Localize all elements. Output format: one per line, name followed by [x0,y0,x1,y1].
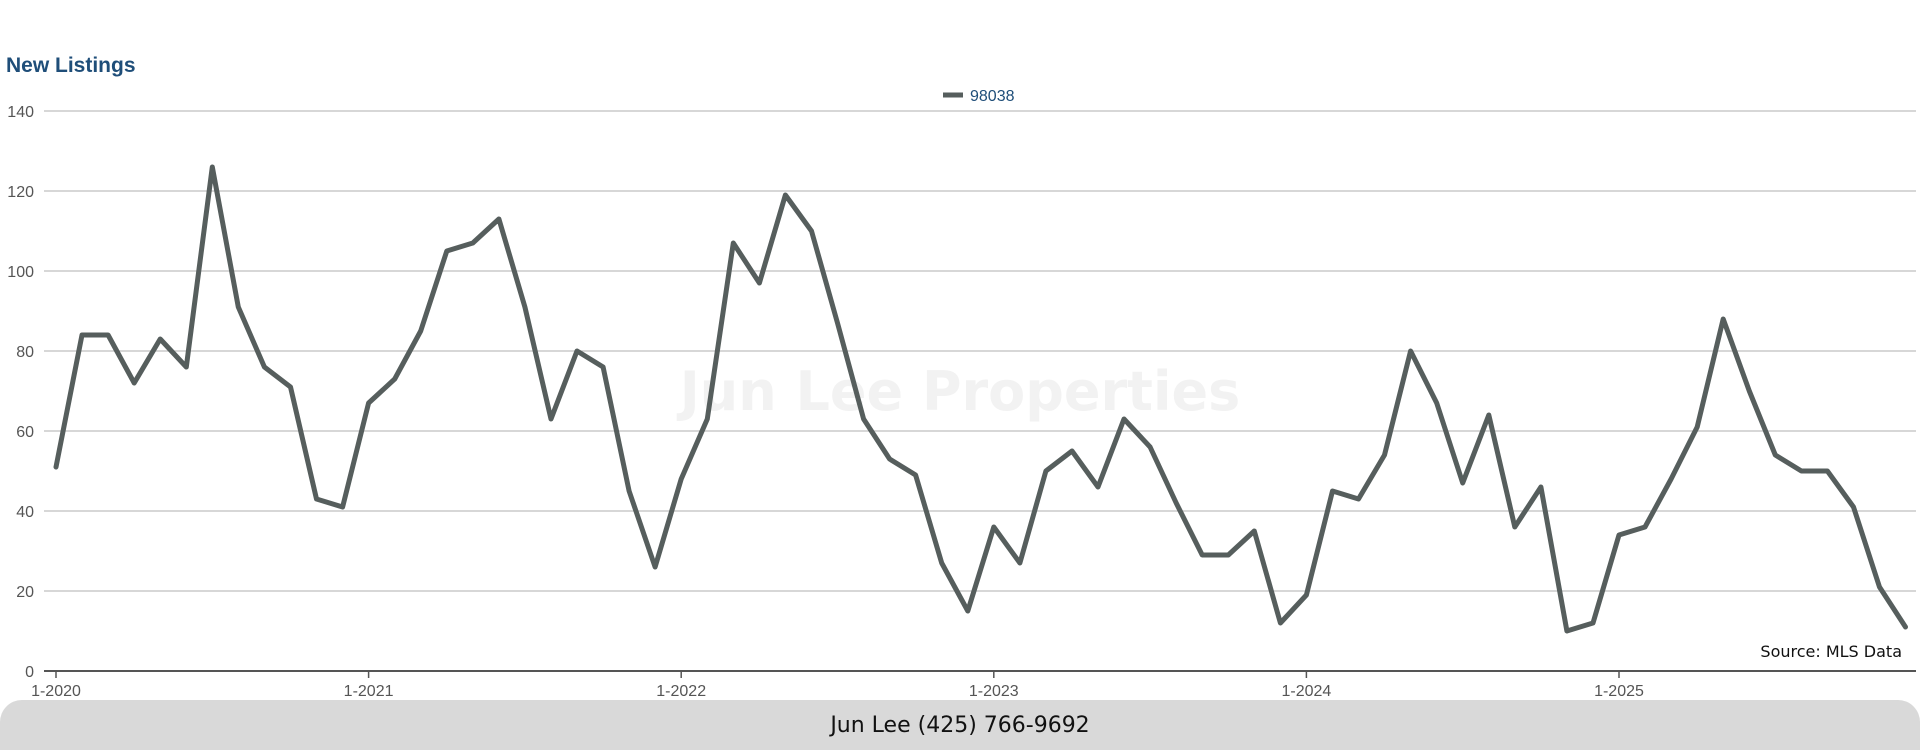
legend: 98038 [943,88,1015,105]
x-tick-label: 1-2022 [656,683,706,700]
x-tick-label: 1-2021 [344,683,394,700]
x-tick-label: 1-2024 [1281,683,1331,700]
chart-title: New Listings [6,54,136,77]
y-tick-label: 40 [16,504,34,521]
line-chart: Jun Lee Properties 0 20 40 60 80 100 120 140 1-… [7,88,1916,700]
y-tick-label: 140 [7,104,34,121]
y-tick-label: 100 [7,264,34,281]
y-tick-label: 60 [16,424,34,441]
footer-contact: Jun Lee (425) 766-9692 [830,712,1090,738]
series-layer [53,164,1908,634]
series-line-98038 [53,164,1908,634]
gridlines [44,110,1916,672]
source-note: Source: MLS Data [1760,642,1902,661]
y-tick-label: 20 [16,584,34,601]
y-axis-ticks: 0 20 40 60 80 100 120 140 [7,104,34,681]
x-tick-label: 1-2023 [969,683,1019,700]
x-axis-ticks: 1-2020 1-2021 1-2022 1-2023 1-2024 1-2025 [31,671,1644,700]
x-tick-label: 1-2025 [1594,683,1644,700]
y-tick-label: 0 [25,664,34,681]
legend-label: 98038 [970,88,1015,105]
y-tick-label: 120 [7,184,34,201]
x-tick-label: 1-2020 [31,683,81,700]
y-tick-label: 80 [16,344,34,361]
footer-bar: Jun Lee (425) 766-9692 [0,700,1920,750]
watermark: Jun Lee Properties [676,360,1241,423]
